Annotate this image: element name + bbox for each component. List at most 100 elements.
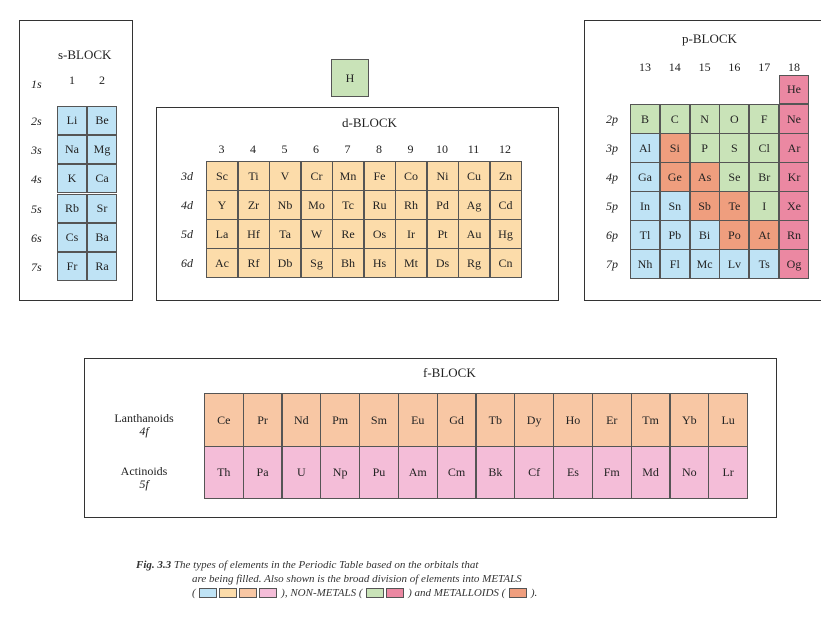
element-cell-helium: He bbox=[779, 75, 809, 104]
group-number: 17 bbox=[758, 60, 771, 74]
element-cell: Ts bbox=[749, 249, 780, 279]
element-cell: Y bbox=[206, 190, 238, 220]
element-cell: Tm bbox=[630, 393, 671, 447]
group-number: 10 bbox=[436, 142, 448, 156]
legend-swatch-d-metal bbox=[219, 588, 238, 599]
element-cell: Sc bbox=[206, 161, 238, 191]
element-cell: Fe bbox=[363, 161, 396, 191]
element-cell: W bbox=[300, 219, 333, 249]
group-number: 8 bbox=[376, 142, 382, 156]
element-cell: I bbox=[749, 191, 780, 221]
element-cell: Cs bbox=[57, 223, 87, 252]
element-cell: Te bbox=[719, 191, 750, 221]
element-cell: Gd bbox=[436, 393, 477, 447]
element-cell: Cn bbox=[489, 248, 522, 278]
element-cell: Rn bbox=[779, 220, 809, 250]
element-cell: In bbox=[630, 191, 660, 221]
element-cell: Li bbox=[57, 106, 87, 135]
group-number: 16 bbox=[728, 60, 741, 74]
element-cell: Md bbox=[630, 446, 671, 499]
element-cell: Pd bbox=[426, 190, 459, 220]
element-cell: Sr bbox=[87, 194, 117, 223]
element-cell: Tl bbox=[630, 220, 660, 250]
element-cell: Ge bbox=[659, 162, 690, 192]
element-cell: Ar bbox=[779, 133, 809, 163]
element-cell: Mn bbox=[332, 161, 364, 191]
element-cell: Rb bbox=[57, 194, 87, 223]
element-cell: Se bbox=[719, 162, 750, 192]
element-cell: O bbox=[719, 104, 750, 134]
group-number: 15 bbox=[698, 60, 711, 74]
element-cell: Kr bbox=[779, 162, 809, 192]
element-cell: Ir bbox=[395, 219, 427, 249]
series-label: Lanthanoids 4f bbox=[99, 412, 189, 438]
s-block-title: s-BLOCK bbox=[58, 47, 112, 62]
element-cell: Tb bbox=[475, 393, 516, 447]
element-cell: Tc bbox=[332, 190, 364, 220]
group-number: 13 bbox=[639, 60, 651, 74]
element-cell: Hf bbox=[237, 219, 270, 249]
group-number: 9 bbox=[407, 142, 414, 156]
element-cell: Cl bbox=[749, 133, 780, 163]
element-cell: B bbox=[630, 104, 660, 134]
element-cell: Co bbox=[395, 161, 427, 191]
element-cell: Eu bbox=[398, 393, 438, 447]
element-cell: Rg bbox=[458, 248, 490, 278]
element-cell: Bi bbox=[689, 220, 720, 250]
element-cell: Re bbox=[332, 219, 364, 249]
group-number: 2 bbox=[99, 73, 105, 87]
element-cell: Rh bbox=[395, 190, 427, 220]
element-cell: Cd bbox=[489, 190, 522, 220]
element-cell: Be bbox=[87, 106, 117, 135]
element-cell: Pm bbox=[320, 393, 360, 447]
element-cell: Yb bbox=[669, 393, 710, 447]
element-cell: Th bbox=[204, 446, 244, 499]
figure-caption: Fig. 3.3 The types of elements in the Pe… bbox=[130, 558, 650, 600]
element-cell: Np bbox=[320, 446, 360, 499]
series-orbital: 5f bbox=[139, 477, 149, 491]
group-number: 11 bbox=[467, 142, 480, 156]
orbital-label: 6d bbox=[181, 256, 193, 270]
element-cell: Cu bbox=[458, 161, 490, 191]
element-cell: Br bbox=[749, 162, 780, 192]
element-cell: Ca bbox=[87, 164, 117, 193]
element-cell: Si bbox=[659, 133, 690, 163]
orbital-label: 5p bbox=[606, 199, 618, 213]
caption-metalloids-label: ) and METALLOIDS ( bbox=[408, 587, 506, 599]
orbital-label: 5d bbox=[181, 227, 193, 241]
element-cell: No bbox=[669, 446, 710, 499]
element-cell: Ce bbox=[204, 393, 244, 447]
orbital-label: 4s bbox=[31, 172, 42, 186]
element-cell: Fr bbox=[57, 252, 87, 281]
element-cell: V bbox=[269, 161, 301, 191]
orbital-label: 3s bbox=[31, 143, 42, 157]
element-cell: Nb bbox=[269, 190, 301, 220]
element-cell: Er bbox=[592, 393, 632, 447]
element-cell-hydrogen: H bbox=[331, 59, 369, 97]
element-cell: Pa bbox=[242, 446, 283, 499]
element-cell: Es bbox=[553, 446, 593, 499]
element-cell: Pb bbox=[659, 220, 690, 250]
element-cell: Zr bbox=[237, 190, 270, 220]
group-number: 1 bbox=[69, 73, 75, 87]
group-number: 14 bbox=[668, 60, 681, 74]
element-cell: Cf bbox=[514, 446, 554, 499]
group-number: 12 bbox=[499, 142, 511, 156]
legend-swatch-noble-gas bbox=[386, 588, 405, 599]
caption-end: ). bbox=[530, 587, 538, 599]
element-cell: Ti bbox=[237, 161, 270, 191]
element-cell: Ni bbox=[426, 161, 459, 191]
element-cell: Sg bbox=[300, 248, 333, 278]
element-cell: Pr bbox=[242, 393, 283, 447]
series-name: Lanthanoids bbox=[114, 411, 174, 425]
orbital-label: 7s bbox=[31, 260, 42, 274]
element-cell: Pu bbox=[359, 446, 399, 499]
element-cell: Os bbox=[363, 219, 396, 249]
element-cell: Bk bbox=[475, 446, 516, 499]
group-number: 5 bbox=[281, 142, 288, 156]
element-cell: U bbox=[281, 446, 322, 499]
legend-swatch-metalloid bbox=[509, 588, 528, 599]
element-cell: Fm bbox=[592, 446, 632, 499]
orbital-label: 3d bbox=[181, 169, 193, 183]
element-cell: Ga bbox=[630, 162, 660, 192]
